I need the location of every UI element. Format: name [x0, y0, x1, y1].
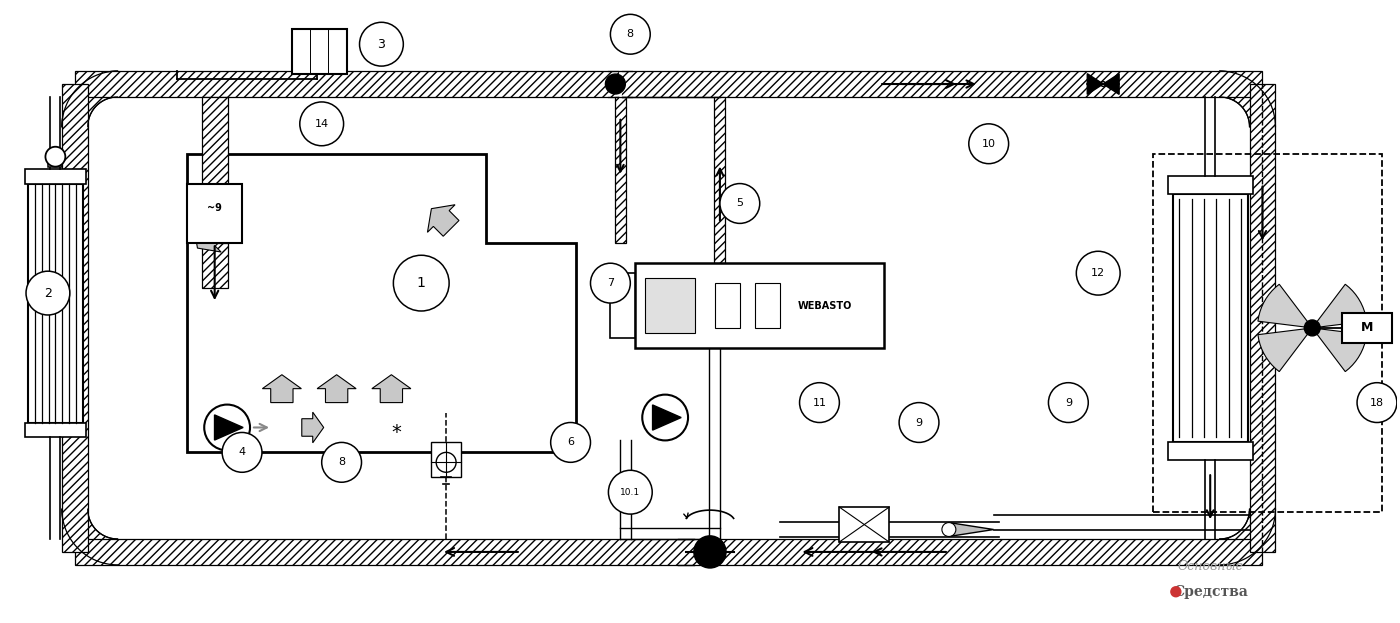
- Circle shape: [1357, 383, 1397, 422]
- Polygon shape: [62, 509, 118, 565]
- Bar: [1154, 154, 1382, 512]
- Bar: [1168, 442, 1253, 460]
- Text: 9: 9: [916, 417, 923, 427]
- Polygon shape: [372, 374, 410, 402]
- Text: 14: 14: [315, 119, 329, 129]
- Bar: [202, 97, 228, 184]
- Circle shape: [591, 263, 630, 303]
- Circle shape: [1100, 82, 1106, 87]
- Text: 1: 1: [417, 276, 426, 290]
- Polygon shape: [427, 205, 459, 236]
- Text: 9: 9: [1065, 397, 1072, 407]
- Polygon shape: [1259, 284, 1366, 371]
- Bar: [1250, 84, 1275, 552]
- Circle shape: [942, 523, 956, 536]
- Polygon shape: [62, 71, 118, 127]
- Bar: [62, 84, 88, 552]
- Text: 8: 8: [627, 29, 634, 39]
- Bar: [1173, 194, 1247, 442]
- Bar: [188, 184, 242, 244]
- Text: 11: 11: [812, 397, 826, 407]
- Bar: [74, 71, 1263, 97]
- Bar: [202, 244, 228, 288]
- Bar: [25, 422, 85, 437]
- Text: 10.1: 10.1: [620, 488, 640, 497]
- PathPatch shape: [62, 509, 118, 565]
- Text: Средства: Средства: [1173, 585, 1247, 599]
- Circle shape: [393, 255, 449, 311]
- Polygon shape: [193, 221, 225, 252]
- Polygon shape: [652, 405, 682, 430]
- Circle shape: [437, 452, 456, 472]
- Polygon shape: [262, 374, 301, 402]
- Polygon shape: [1259, 284, 1366, 371]
- Circle shape: [605, 74, 626, 94]
- Circle shape: [969, 124, 1008, 164]
- Circle shape: [1170, 587, 1180, 597]
- Text: WEBASTO: WEBASTO: [797, 300, 851, 310]
- Text: *: *: [392, 423, 402, 442]
- Bar: [1343, 313, 1392, 343]
- Circle shape: [27, 271, 70, 315]
- Polygon shape: [318, 374, 356, 402]
- Polygon shape: [949, 523, 994, 536]
- Circle shape: [1049, 383, 1088, 422]
- Circle shape: [610, 14, 650, 54]
- Circle shape: [223, 432, 262, 472]
- Text: 10: 10: [981, 139, 995, 149]
- Bar: [1168, 176, 1253, 194]
- Bar: [645, 278, 694, 333]
- Text: 8: 8: [337, 457, 346, 467]
- Text: 7: 7: [606, 278, 615, 288]
- Bar: [49, 157, 63, 166]
- Text: ~9: ~9: [207, 204, 223, 214]
- Circle shape: [550, 422, 591, 462]
- Text: 3: 3: [378, 38, 385, 50]
- Polygon shape: [214, 415, 244, 440]
- Circle shape: [899, 402, 939, 442]
- Bar: [28, 184, 83, 422]
- Circle shape: [300, 102, 343, 146]
- Text: 12: 12: [1091, 268, 1105, 278]
- Bar: [840, 507, 889, 542]
- Bar: [714, 97, 725, 263]
- Bar: [610, 273, 636, 338]
- Text: 18: 18: [1371, 397, 1385, 407]
- Text: 4: 4: [238, 447, 245, 457]
- Text: M: M: [1361, 321, 1373, 335]
- Text: Основные: Основные: [1177, 560, 1243, 573]
- PathPatch shape: [62, 71, 118, 127]
- Polygon shape: [1219, 509, 1275, 565]
- Circle shape: [1305, 320, 1320, 336]
- Polygon shape: [1219, 71, 1275, 127]
- Polygon shape: [302, 412, 323, 443]
- Bar: [615, 97, 626, 244]
- Circle shape: [45, 147, 66, 166]
- Circle shape: [1077, 251, 1120, 295]
- Polygon shape: [1088, 74, 1103, 94]
- Text: 2: 2: [43, 287, 52, 300]
- Bar: [715, 283, 739, 328]
- Text: 6: 6: [567, 437, 574, 447]
- Polygon shape: [1103, 74, 1119, 94]
- Text: 5: 5: [736, 199, 743, 209]
- Circle shape: [720, 184, 760, 224]
- Circle shape: [799, 383, 840, 422]
- Circle shape: [694, 536, 725, 568]
- Circle shape: [360, 22, 403, 66]
- Bar: [431, 442, 461, 477]
- Polygon shape: [188, 154, 575, 452]
- Bar: [755, 283, 780, 328]
- PathPatch shape: [1219, 71, 1275, 127]
- Bar: [74, 539, 1263, 565]
- Circle shape: [322, 442, 361, 482]
- Bar: [636, 263, 885, 348]
- Bar: [25, 169, 85, 184]
- PathPatch shape: [1219, 509, 1275, 565]
- Circle shape: [204, 404, 251, 450]
- Circle shape: [609, 470, 652, 514]
- Bar: [291, 29, 347, 74]
- Circle shape: [643, 394, 687, 440]
